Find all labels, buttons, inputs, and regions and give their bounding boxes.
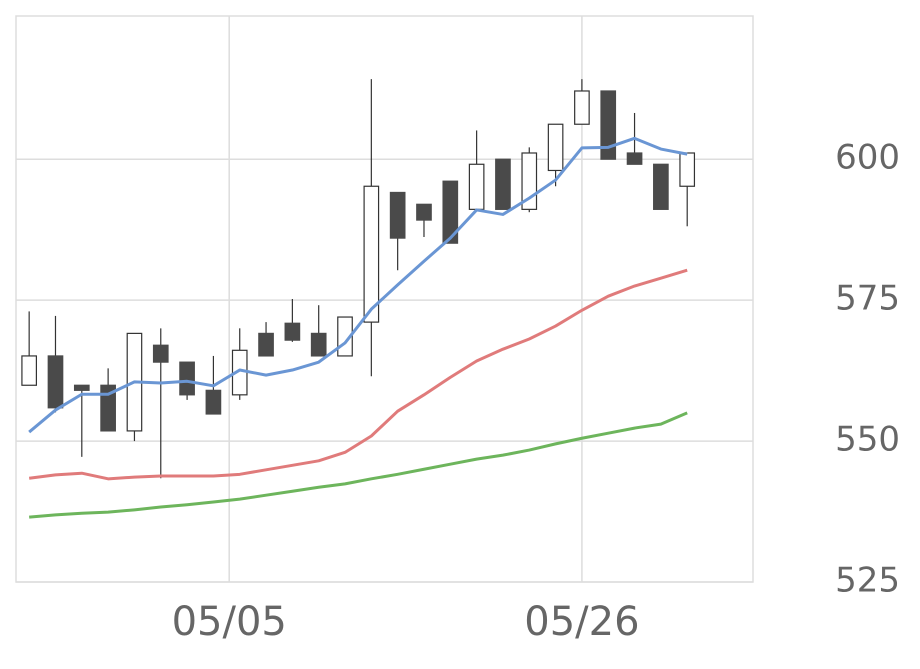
candle-body: [73, 384, 90, 391]
y-tick-label: 550: [835, 420, 900, 460]
candle-body: [205, 389, 222, 415]
candle-body: [574, 90, 590, 125]
candle-body: [600, 90, 617, 160]
candle-body: [152, 344, 169, 363]
candle-body: [547, 123, 564, 172]
candle-body: [21, 355, 37, 386]
moving-average-line: [28, 268, 688, 481]
y-tick-label: 575: [835, 279, 900, 319]
candle-body: [389, 191, 406, 239]
candle-body: [653, 163, 669, 210]
y-tick-label: 525: [835, 561, 900, 601]
x-tick-label: 05/05: [172, 599, 287, 645]
y-tick-label: 600: [835, 138, 900, 178]
candle-body: [442, 180, 459, 244]
candle-body: [258, 332, 274, 357]
candle-body: [284, 322, 301, 341]
candle-body: [310, 332, 327, 357]
candle-body: [495, 158, 511, 210]
candle-body: [179, 361, 195, 396]
candle-body: [416, 203, 432, 221]
candle-body: [47, 355, 64, 409]
x-tick-label: 05/26: [524, 599, 639, 645]
moving-average-line: [29, 411, 688, 519]
candle-body: [468, 163, 485, 210]
moving-average-line: [28, 136, 688, 434]
candle-body: [100, 384, 116, 432]
candle-body: [626, 152, 643, 165]
candle-body: [679, 152, 696, 187]
candle-body: [363, 185, 380, 323]
